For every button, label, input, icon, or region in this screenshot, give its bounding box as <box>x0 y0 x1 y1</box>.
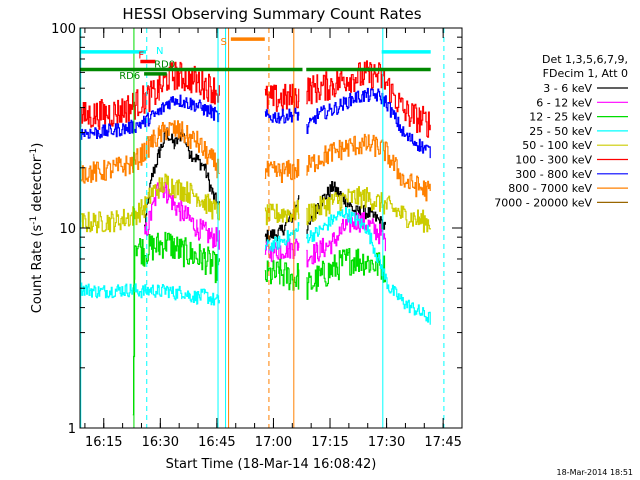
legend-label-5: 50 - 100 keV <box>522 139 592 152</box>
x-axis-label: Start Time (18-Mar-14 16:08:42) <box>166 457 377 472</box>
flag-layer: N S F RD0 RD6 <box>80 37 431 82</box>
plot-area: N S F RD0 RD6 <box>79 27 463 429</box>
legend-header-line-1: Det 1,3,5,6,7,9, <box>542 53 628 66</box>
legend-label-9: 7000 - 20000 keV <box>494 196 592 209</box>
legend-label-4: 25 - 50 keV <box>529 125 592 138</box>
x-tick-label-7: 17:45 <box>424 435 461 450</box>
x-tick-label-2: 16:30 <box>142 435 179 450</box>
flag-label-rd6: RD6 <box>119 71 140 82</box>
x-axis: 16:15 16:30 16:45 17:00 17:15 17:30 17:45 <box>84 28 462 450</box>
y-axis-label-suffix-exp: -1 <box>29 148 39 157</box>
y-axis-label-close: ) <box>30 143 45 148</box>
x-tick-label-5: 17:15 <box>311 435 348 450</box>
flag-label-rd0: RD0 <box>154 60 175 71</box>
y-axis: 1 10 100 <box>51 22 462 437</box>
x-tick-label-3: 16:45 <box>198 435 235 450</box>
y-tick-label-1: 1 <box>68 422 76 437</box>
y-axis-label-prefix: Count Rate (s <box>30 225 45 314</box>
x-tick-label-4: 17:00 <box>255 435 292 450</box>
legend: Det 1,3,5,6,7,9, FDecim 1, Att 0 3 - 6 k… <box>494 53 628 209</box>
legend-label-8: 800 - 7000 keV <box>508 182 592 195</box>
flag-label-n: N <box>156 46 163 57</box>
y-axis-label-suffix: detector <box>30 156 45 216</box>
flag-label-s: S <box>220 37 226 48</box>
marker-layer <box>80 28 445 428</box>
generation-timestamp: 18-Mar-2014 18:51 <box>557 468 634 477</box>
x-tick-label-6: 17:30 <box>368 435 405 450</box>
legend-label-7: 300 - 800 keV <box>515 168 592 181</box>
legend-label-1: 3 - 6 keV <box>543 82 592 95</box>
chart-title: HESSI Observing Summary Count Rates <box>122 5 421 23</box>
y-axis-label: Count Rate (s-1 detector-1) <box>29 143 45 314</box>
flag-label-f: F <box>138 50 144 61</box>
x-tick-label-1: 16:15 <box>85 435 122 450</box>
legend-label-3: 12 - 25 keV <box>529 111 592 124</box>
legend-header-line-2: FDecim 1, Att 0 <box>543 67 628 80</box>
legend-label-6: 100 - 300 keV <box>515 154 592 167</box>
y-tick-label-2: 10 <box>59 222 76 237</box>
y-axis-label-exp: -1 <box>29 216 39 225</box>
legend-label-2: 6 - 12 keV <box>536 96 592 109</box>
y-tick-label-3: 100 <box>51 22 76 37</box>
